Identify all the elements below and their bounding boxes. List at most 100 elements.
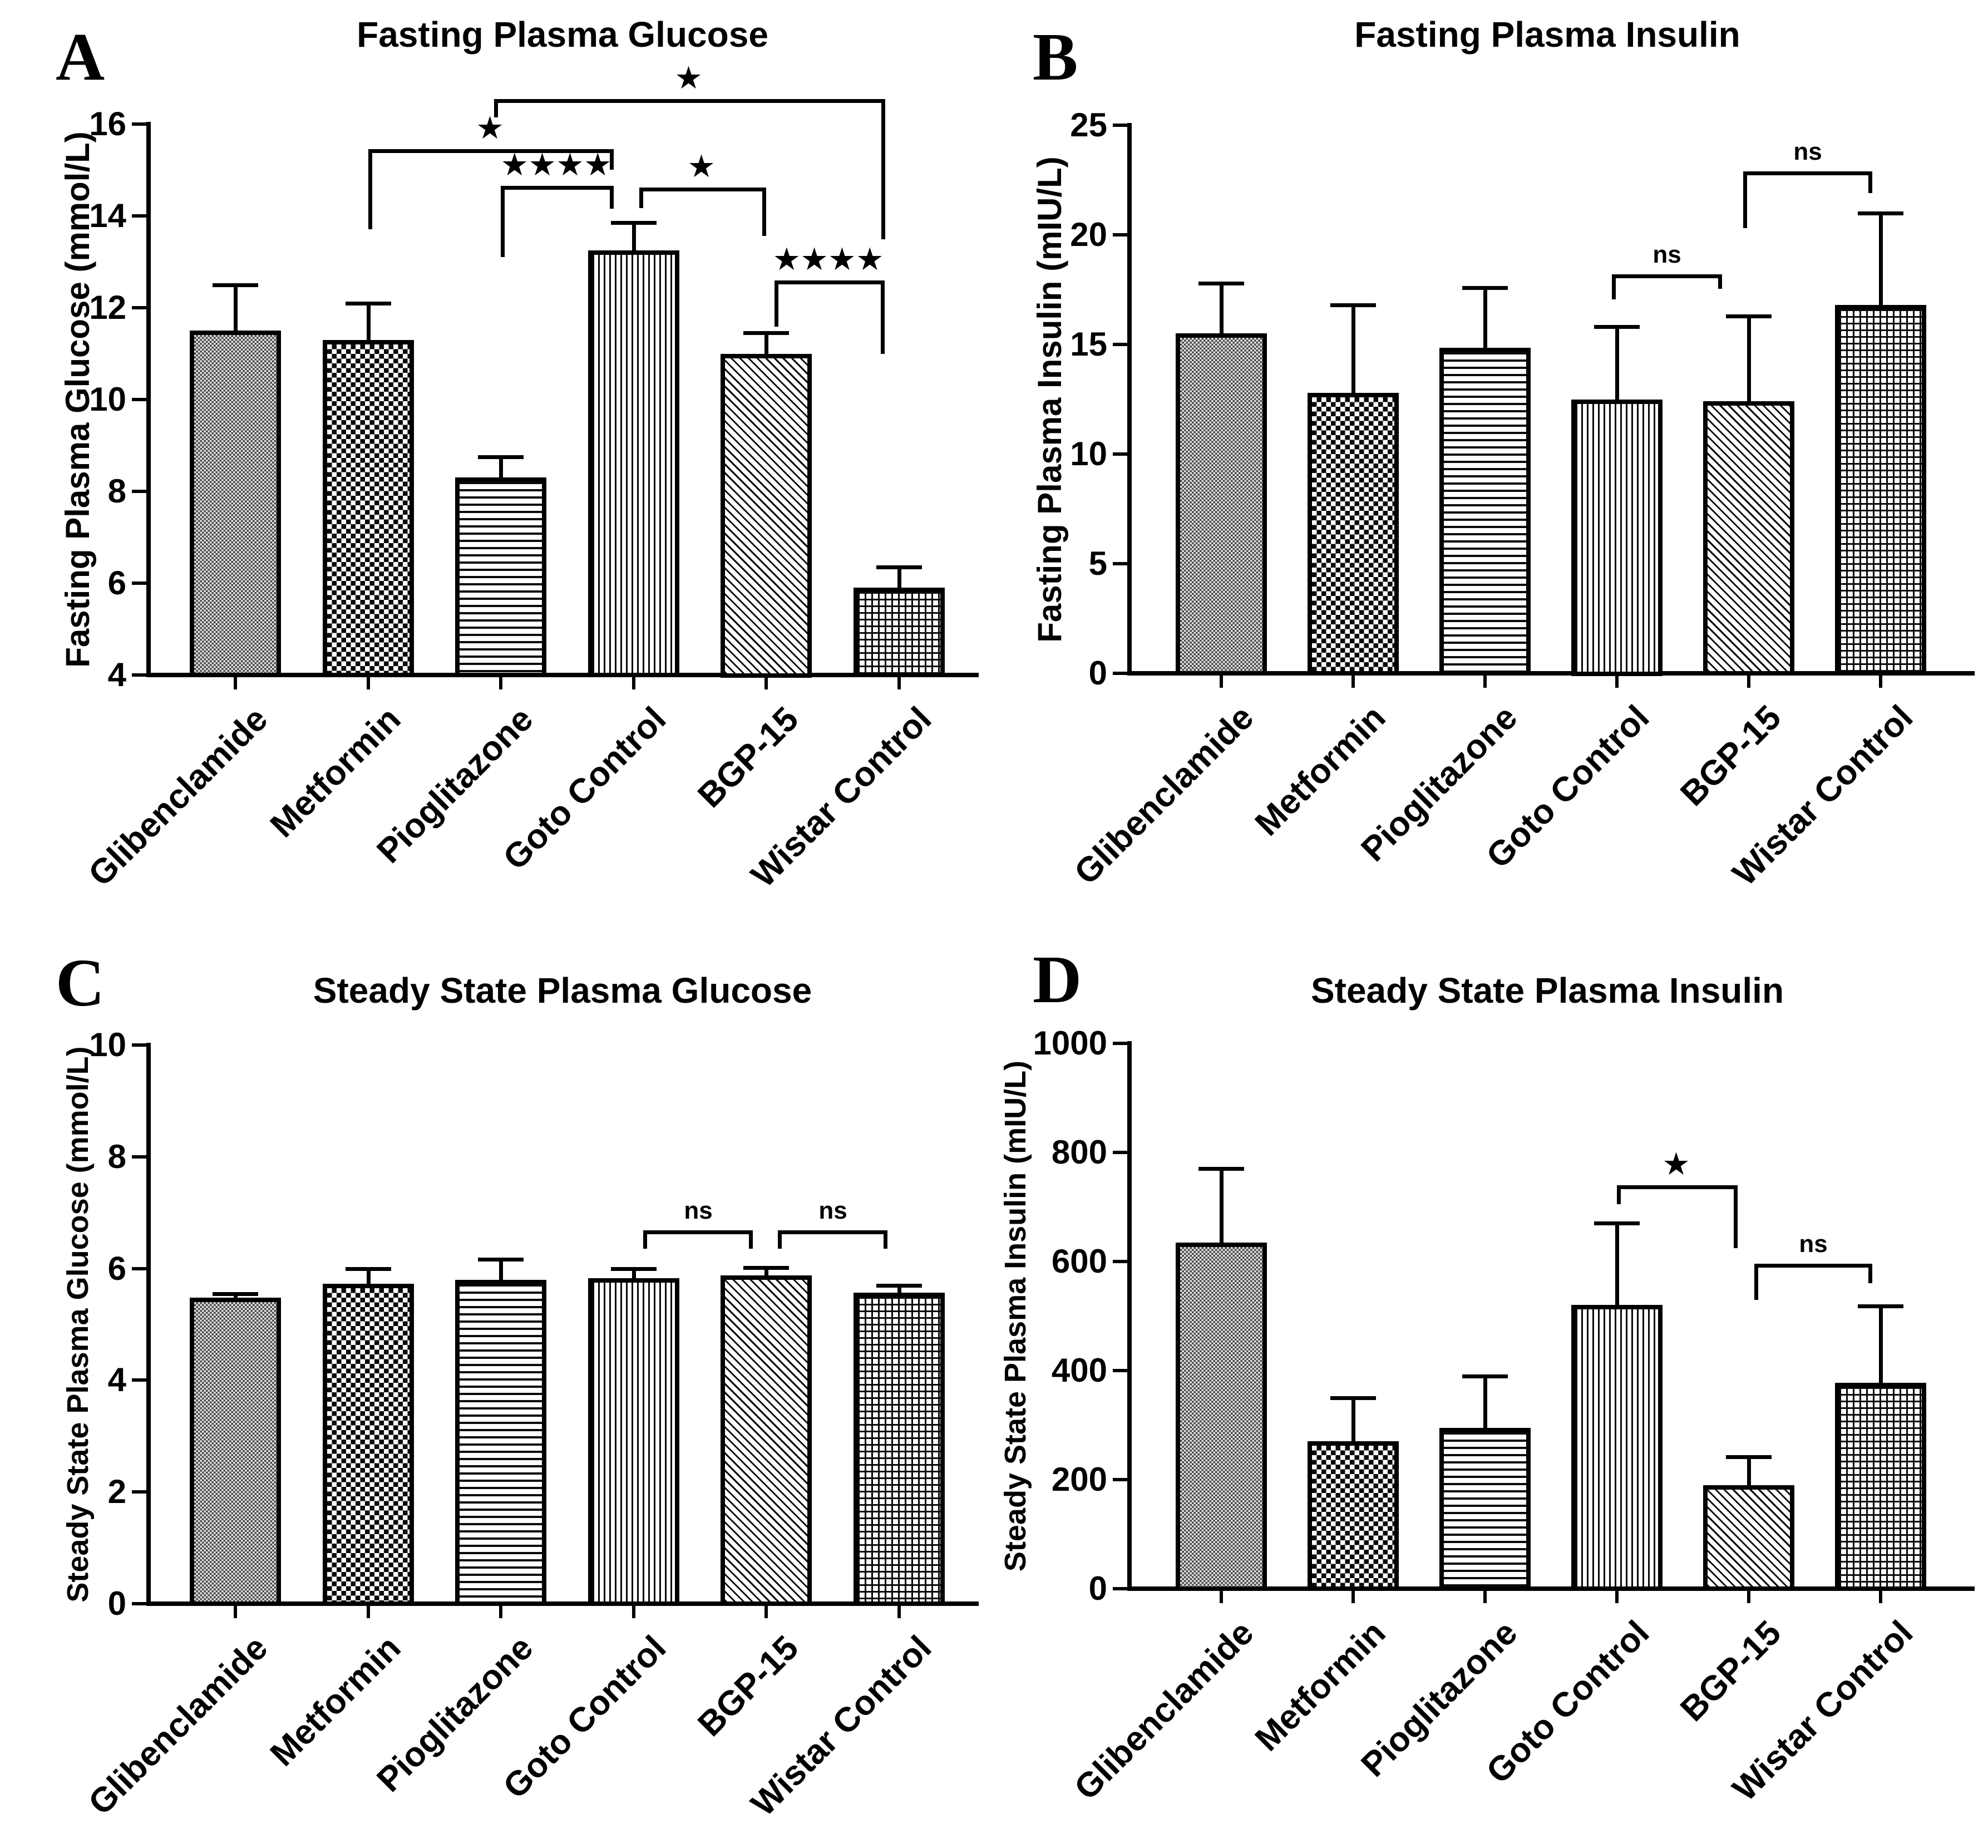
x-tick — [234, 677, 237, 689]
y-tick — [132, 673, 146, 677]
y-tick-label-1000: 1000 — [1033, 1024, 1107, 1062]
y-tick — [1113, 343, 1127, 346]
panel-letter-c: C — [56, 945, 105, 1021]
significance-label: ★★★★ — [774, 244, 885, 275]
significance-bracket-leg — [749, 1230, 753, 1249]
y-tick-label-400: 400 — [1051, 1352, 1107, 1389]
bar-metformin — [1308, 393, 1399, 676]
x-tick-label-wistar-control: Wistar Control — [1725, 698, 1921, 894]
error-bar-line-glibenclamide — [1220, 1169, 1224, 1251]
y-tick-label-15: 15 — [1070, 326, 1107, 363]
error-bar-line-glibenclamide — [234, 285, 238, 340]
x-tick-label-metformin: Metformin — [263, 699, 408, 845]
x-tick — [1879, 676, 1882, 688]
y-tick — [1113, 124, 1127, 127]
bar-goto-control — [588, 250, 679, 677]
y-tick — [1113, 452, 1127, 456]
error-bar-cap-metformin — [1330, 303, 1376, 307]
significance-bracket-leg — [610, 186, 614, 209]
y-tick — [1113, 1369, 1127, 1372]
error-bar-cap-pioglitazone — [478, 455, 524, 459]
error-bar-line-pioglitazone — [1483, 288, 1487, 357]
error-bar-cap-pioglitazone — [1462, 286, 1508, 290]
y-tick-label-0: 0 — [1088, 654, 1107, 692]
significance-bracket — [501, 186, 614, 190]
significance-bracket — [368, 149, 614, 153]
panel-ylabel-c: Steady State Plasma Glucose (mmol/L) — [61, 1046, 95, 1603]
x-tick — [1351, 1591, 1355, 1603]
significance-bracket — [494, 99, 885, 103]
significance-bracket-leg — [610, 149, 614, 170]
bar-goto-control — [588, 1278, 679, 1606]
significance-bracket-leg — [501, 186, 505, 257]
x-tick-label-goto-control: Goto Control — [1479, 698, 1657, 876]
y-axis — [146, 1043, 151, 1606]
x-tick — [499, 677, 502, 689]
y-tick — [132, 1043, 146, 1047]
y-tick — [1113, 672, 1127, 675]
panel-ylabel-b: Fasting Plasma Insulin (mIU/L) — [1031, 156, 1068, 643]
bar-pioglitazone — [1439, 1428, 1531, 1591]
y-tick-label-25: 25 — [1070, 106, 1107, 144]
significance-bracket-leg — [1743, 171, 1747, 228]
panel-title-a: Fasting Plasma Glucose — [357, 14, 768, 55]
x-tick — [1615, 1591, 1619, 1603]
x-tick — [1220, 1591, 1223, 1603]
error-bar-line-pioglitazone — [499, 1259, 503, 1289]
y-tick — [1113, 562, 1127, 565]
panel-letter-a: A — [56, 19, 105, 95]
y-tick-label-800: 800 — [1051, 1134, 1107, 1171]
x-axis — [146, 673, 979, 677]
significance-bracket — [1743, 171, 1872, 175]
error-bar-cap-glibenclamide — [213, 1292, 258, 1296]
significance-bracket-leg — [1754, 1264, 1758, 1300]
x-axis — [146, 1601, 979, 1606]
significance-bracket-leg — [494, 99, 498, 117]
bar-bgp-15 — [721, 1275, 812, 1606]
x-tick — [1220, 676, 1223, 688]
y-tick-label-10: 10 — [1070, 435, 1107, 472]
x-tick-label-bgp-15: BGP-15 — [1673, 698, 1789, 814]
error-bar-line-bgp-15 — [1747, 1457, 1751, 1494]
x-tick-label-pioglitazone: Pioglitazone — [369, 699, 541, 871]
x-tick-label-metformin: Metformin — [1247, 698, 1393, 844]
significance-bracket-leg — [639, 188, 643, 208]
error-bar-line-goto-control — [1615, 1223, 1619, 1314]
error-bar-cap-bgp-15 — [743, 331, 789, 335]
error-bar-cap-metformin — [346, 302, 391, 305]
y-tick-label-14: 14 — [89, 197, 126, 234]
x-tick — [764, 677, 768, 689]
bar-bgp-15 — [1703, 1485, 1794, 1591]
x-tick — [897, 1606, 901, 1618]
error-bar-cap-wistar-control — [1858, 211, 1903, 215]
bar-glibenclamide — [190, 331, 281, 677]
error-bar-cap-wistar-control — [1858, 1304, 1903, 1308]
significance-bracket-leg — [775, 280, 778, 327]
y-tick-label-4: 4 — [107, 1361, 126, 1398]
significance-bracket-leg — [884, 1230, 887, 1249]
y-tick — [132, 1378, 146, 1382]
significance-bracket-leg — [643, 1230, 647, 1249]
bar-pioglitazone — [455, 1280, 546, 1606]
bar-wistar-control — [1835, 1383, 1926, 1591]
x-tick — [632, 677, 635, 689]
error-bar-cap-bgp-15 — [743, 1266, 789, 1270]
error-bar-line-metformin — [1351, 1398, 1355, 1450]
x-tick — [1483, 1591, 1487, 1603]
significance-label: ★★★★ — [502, 149, 613, 180]
significance-bracket — [1754, 1264, 1872, 1268]
significance-bracket — [775, 280, 885, 284]
x-tick-label-wistar-control: Wistar Control — [743, 699, 939, 895]
error-bar-cap-glibenclamide — [1198, 1167, 1244, 1171]
bar-metformin — [1308, 1441, 1399, 1591]
error-bar-line-metformin — [1351, 305, 1355, 402]
bar-bgp-15 — [721, 354, 812, 678]
error-bar-line-metformin — [367, 1269, 371, 1293]
bar-glibenclamide — [1176, 1243, 1267, 1591]
significance-label: ns — [684, 1197, 713, 1224]
significance-bracket-leg — [778, 1230, 782, 1249]
x-tick — [1483, 676, 1487, 688]
significance-bracket — [639, 188, 766, 191]
significance-bracket-leg — [1612, 274, 1616, 299]
